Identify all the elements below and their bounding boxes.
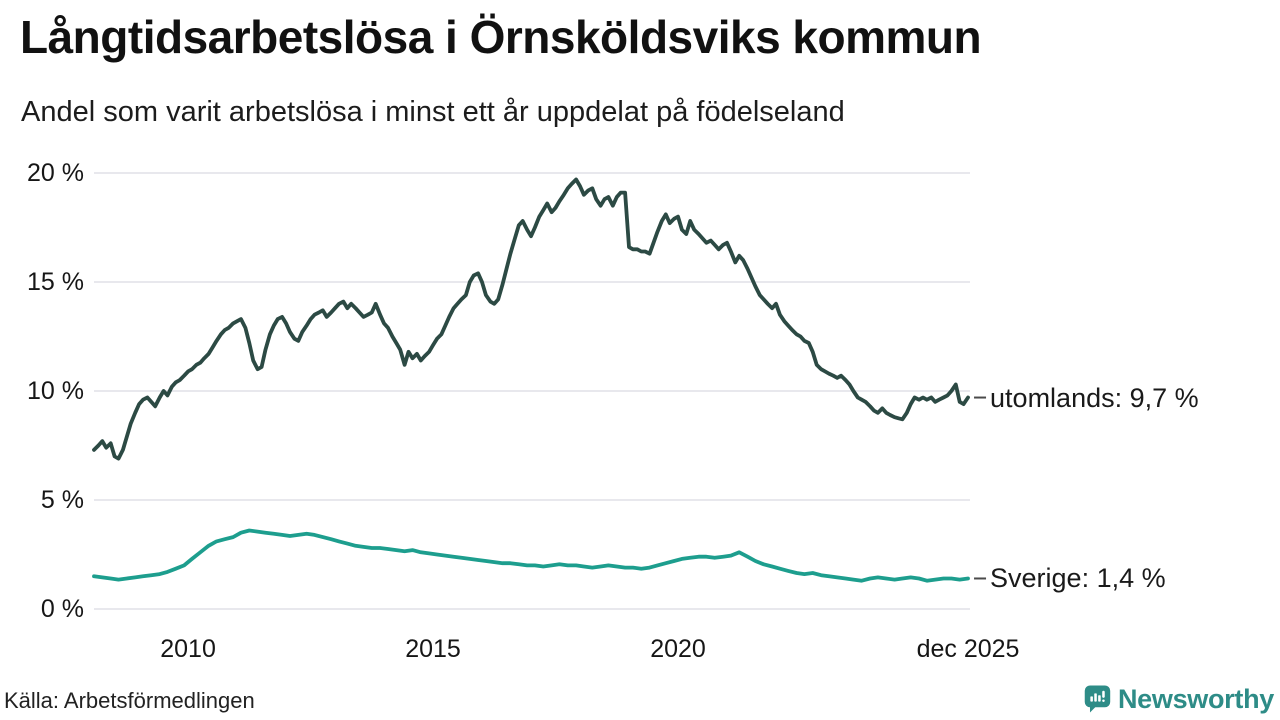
x-axis-tick-label-dec-2025: dec 2025 [916,635,1020,663]
x-axis-tick-label-2020: 2020 [650,635,706,663]
x-axis-tick-label-2010: 2010 [160,635,216,663]
series-end-label-sverige: Sverige: 1,4 % [990,563,1166,594]
y-axis-tick-label-20: 20 % [27,159,84,187]
newsworthy-wordmark: Newsworthy [1117,683,1274,714]
series-line-utomlands [92,177,970,461]
series-end-label-utomlands: utomlands: 9,7 % [990,382,1199,413]
y-axis-tick-label-0: 0 % [40,595,84,623]
source-credit: Källa: Arbetsförmedlingen [4,688,255,713]
x-axis-tick-label-2015: 2015 [405,635,461,663]
page-title: Långtidsarbetslösa i Örnsköldsviks kommu… [20,11,982,63]
y-axis-tick-label-10: 10 % [27,377,84,405]
newsworthy-logo[interactable]: Newsworthy [1084,680,1274,718]
series-line-sverige [92,528,970,583]
y-axis-tick-label-15: 15 % [27,268,84,296]
chart-subtitle: Andel som varit arbetslösa i minst ett å… [21,96,845,128]
newsworthy-speech-bubble-bar-chart-icon [1084,685,1111,713]
y-axis-tick-label-5: 5 % [40,486,84,514]
